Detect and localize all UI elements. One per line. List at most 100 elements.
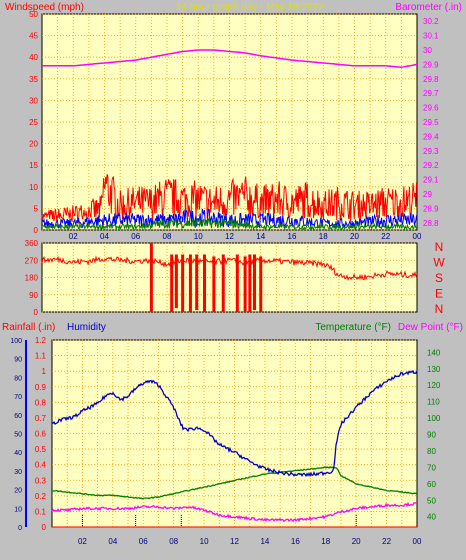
gust-line	[41, 174, 417, 225]
temperature-axis-label: Temperature (°F)	[315, 322, 391, 333]
windspeed-tick-label: 10	[29, 183, 38, 192]
barometer-tick-label: 30	[423, 46, 432, 55]
rainfall-tick-label: 0.9	[35, 383, 47, 392]
wind-direction-drop	[170, 254, 174, 312]
windspeed-tick-label: 20	[29, 140, 38, 149]
rainfall-tick-label: 1.1	[35, 352, 47, 361]
wind-direction-drop	[149, 243, 153, 312]
temperature-tick-label: 130	[427, 365, 441, 374]
windspeed-tick-label: 5	[34, 204, 39, 213]
direction-tick-label: 360	[25, 239, 39, 248]
rainfall-tick-label: 1	[42, 367, 47, 376]
windspeed-axis-label: Windspeed (mph)	[5, 2, 84, 13]
temperature-tick-label: 40	[427, 513, 436, 522]
humidity-tick-label: 20	[14, 488, 22, 495]
humidity-axis-label: Humidity	[67, 322, 106, 333]
rainfall-tick-label: 0.2	[35, 492, 47, 501]
windspeed-tick-label: 45	[29, 32, 38, 41]
x-tick-label: 14	[256, 232, 265, 241]
x-tick-label: 20	[352, 537, 361, 546]
temperature-tick-labels: 40 50 60 70 80 90 100 110 120 130 140	[427, 348, 441, 521]
x-tick-label: 04	[100, 232, 109, 241]
dew-point-line	[51, 501, 417, 523]
barometer-line	[42, 49, 418, 69]
x-tick-label: 00	[413, 537, 422, 546]
barometer-tick-label: 29.1	[423, 176, 439, 185]
x-tick-label: 22	[381, 232, 390, 241]
wind-direction-drop	[188, 254, 192, 312]
graph-title: 24 hour graph day - May 18 2022	[176, 2, 324, 13]
x-tick-label: 08	[169, 537, 178, 546]
windspeed-tick-label: 35	[29, 75, 38, 84]
temperature-tick-label: 80	[427, 447, 436, 456]
temperature-tick-label: 100	[427, 414, 441, 423]
wind-baro-series	[41, 49, 418, 231]
x-tick-label: 20	[350, 232, 359, 241]
temperature-line	[51, 466, 418, 500]
average-line	[41, 217, 417, 231]
rainfall-tick-label: 0.3	[35, 476, 47, 485]
humidity-tick-label: 70	[14, 394, 22, 401]
x-tick-label: 02	[78, 537, 87, 546]
rainfall-tick-label: 0.5	[35, 445, 47, 454]
x-tick-label: 12	[225, 232, 234, 241]
x-tick-label: 00	[413, 232, 422, 241]
humidity-tick-label: 80	[14, 375, 22, 382]
temp-humidity-series	[51, 369, 418, 528]
humidity-tick-label: 60	[14, 413, 22, 420]
wind-baro-x-tick-labels: 02 04 06 08 10 12 14 16 18 20 22 00	[69, 232, 422, 241]
barometer-tick-label: 28.9	[423, 204, 439, 213]
barometer-tick-label: 29.3	[423, 147, 439, 156]
barometer-tick-label: 29.9	[423, 60, 439, 69]
temperature-tick-label: 110	[427, 398, 440, 407]
barometer-tick-label: 29.7	[423, 89, 439, 98]
rainfall-axis-label: Rainfall (.in)	[2, 322, 55, 333]
rainfall-tick-label: 0.8	[35, 398, 47, 407]
barometer-tick-label: 29.6	[423, 104, 439, 113]
wind-direction-drop	[203, 254, 206, 312]
temperature-tick-label: 70	[427, 463, 436, 472]
x-tick-label: 02	[69, 232, 78, 241]
windspeed-tick-label: 0	[34, 226, 39, 235]
x-tick-label: 06	[131, 232, 140, 241]
x-tick-label: 18	[319, 232, 328, 241]
x-tick-label: 22	[382, 537, 391, 546]
compass-label: E	[435, 287, 443, 301]
windspeed-tick-label: 50	[29, 10, 38, 19]
humidity-tick-label: 90	[14, 357, 22, 364]
barometer-tick-label: 29.5	[423, 118, 439, 127]
x-tick-label: 16	[288, 232, 297, 241]
temp-humidity-x-tick-labels: 02 04 06 08 10 12 14 16 18 20 22 00	[78, 537, 422, 546]
compass-label: N	[435, 302, 444, 316]
compass-label: W	[433, 256, 445, 270]
wind-direction-series	[41, 243, 418, 312]
rainfall-tick-label: 0	[42, 523, 47, 532]
humidity-tick-label: 30	[14, 469, 22, 476]
compass-label: S	[435, 271, 443, 285]
windspeed-tick-label: 40	[29, 53, 38, 62]
temperature-tick-label: 120	[427, 381, 441, 390]
rainfall-tick-label: 0.6	[35, 430, 47, 439]
direction-tick-label: 90	[29, 291, 38, 300]
compass-label: N	[435, 240, 444, 254]
x-tick-label: 18	[321, 537, 330, 546]
temperature-tick-label: 140	[427, 348, 441, 357]
barometer-tick-label: 28.8	[423, 219, 439, 228]
wind-direction-drop	[259, 256, 263, 312]
wind-direction-drop	[212, 256, 216, 312]
humidity-tick-label: 50	[14, 432, 22, 439]
x-tick-label: 16	[291, 537, 300, 546]
windspeed-tick-label: 30	[29, 96, 38, 105]
rainfall-tick-label: 0.1	[35, 507, 47, 516]
dew-point-axis-label: Dew Point (°F)	[398, 322, 463, 333]
windspeed-tick-labels: 0 5 10 15 20 25 30 35 40 45 50	[29, 10, 38, 235]
x-tick-label: 06	[139, 537, 148, 546]
rainfall-tick-label: 0.7	[35, 414, 47, 423]
wind-direction-drop	[174, 254, 178, 309]
rainfall-tick-labels: 0 0.1 0.2 0.3 0.4 0.5 0.6 0.7 0.8 0.9 1 1.1 1.2	[35, 336, 47, 532]
x-tick-label: 10	[200, 537, 209, 546]
wind-direction-drop	[243, 256, 247, 312]
